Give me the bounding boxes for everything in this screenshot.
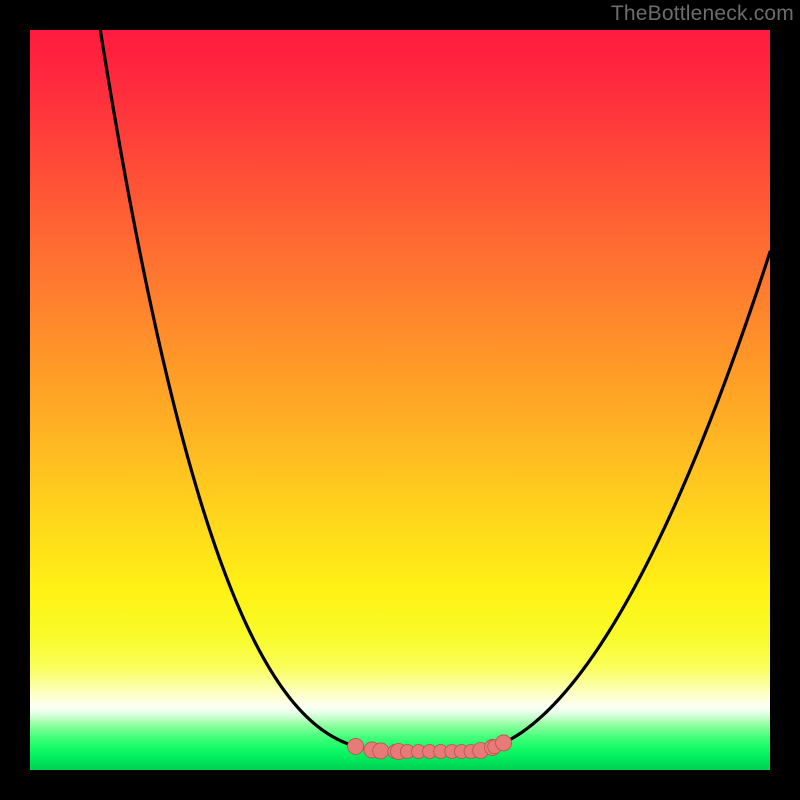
chart-frame: TheBottleneck.com — [0, 0, 800, 800]
bottleneck-curve-chart — [30, 30, 770, 770]
watermark-text: TheBottleneck.com — [611, 2, 794, 26]
